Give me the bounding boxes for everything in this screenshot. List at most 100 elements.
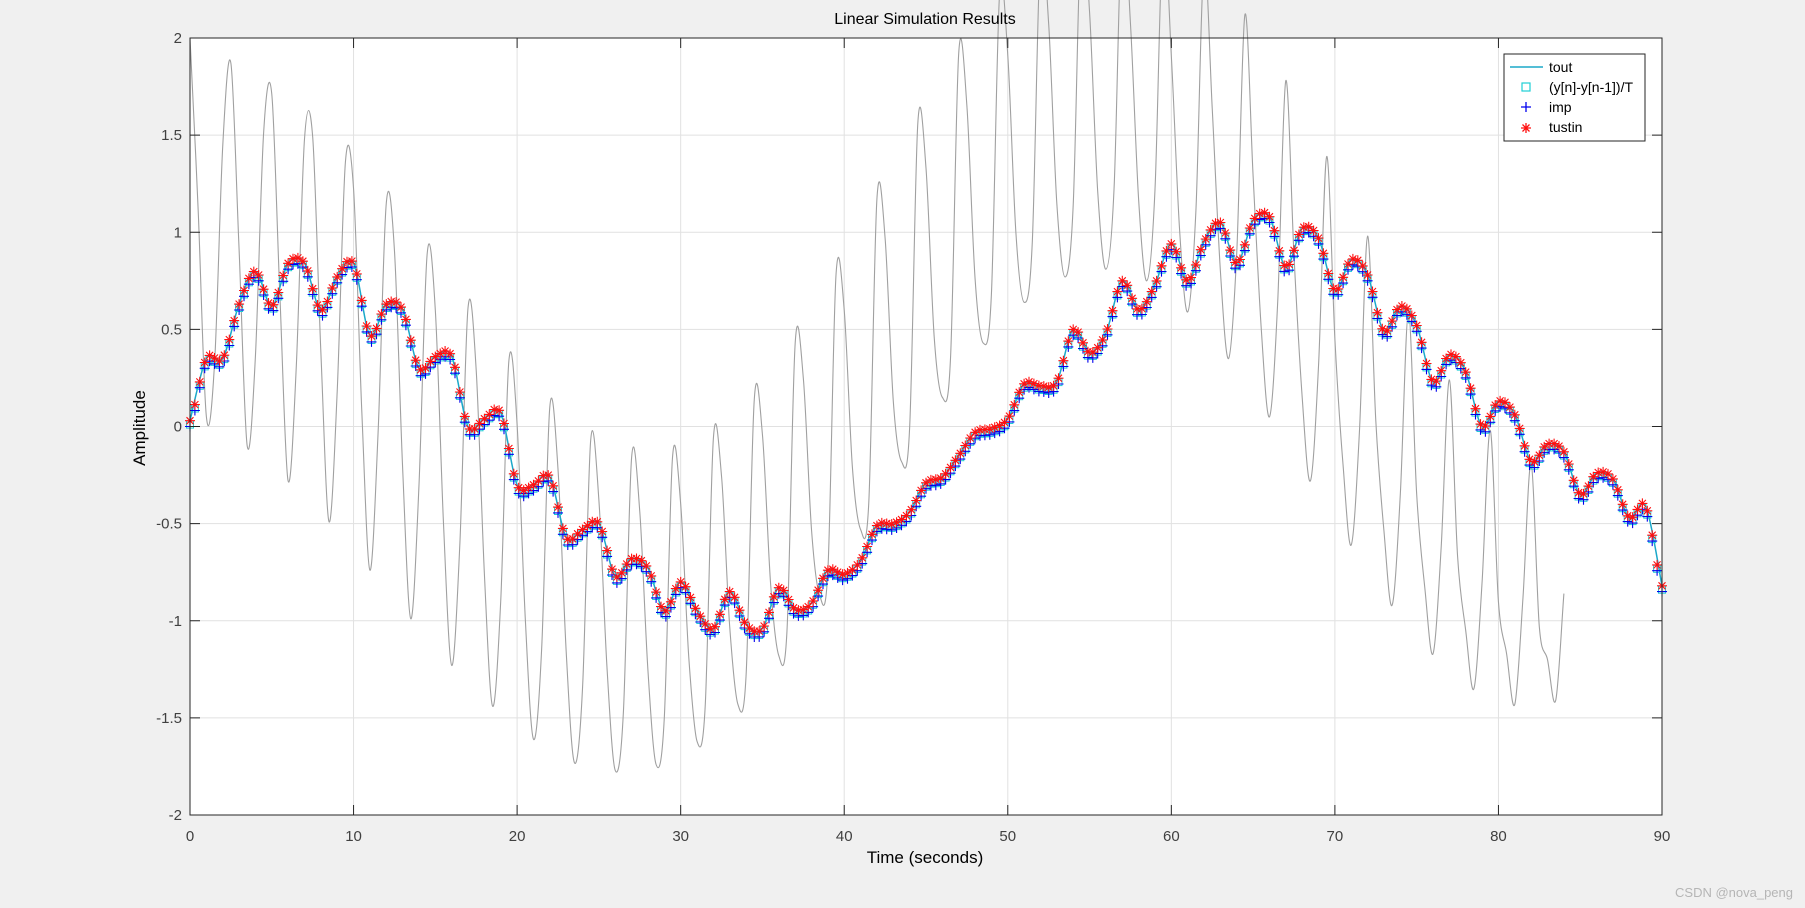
- marker-asterisk: [1612, 484, 1623, 495]
- marker-asterisk: [1264, 211, 1275, 222]
- marker-asterisk: [827, 564, 838, 575]
- marker-asterisk: [955, 448, 966, 459]
- marker-asterisk: [405, 335, 416, 346]
- marker-asterisk: [950, 455, 961, 466]
- y-tick-label: 1.5: [161, 127, 182, 144]
- marker-asterisk: [818, 573, 828, 584]
- marker-asterisk: [371, 323, 382, 334]
- marker-asterisk: [1019, 378, 1030, 389]
- marker-asterisk: [194, 376, 205, 387]
- marker-asterisk: [665, 596, 676, 607]
- marker-asterisk: [356, 295, 367, 306]
- series-layer: [185, 207, 1667, 642]
- marker-asterisk: [327, 282, 338, 293]
- marker-asterisk: [435, 348, 446, 359]
- marker-asterisk: [1190, 259, 1201, 270]
- marker-asterisk: [1450, 351, 1461, 362]
- legend-label-imp: imp: [1549, 99, 1572, 115]
- marker-asterisk: [901, 510, 912, 521]
- marker-asterisk: [528, 479, 539, 490]
- marker-asterisk: [1195, 244, 1206, 255]
- marker-asterisk: [489, 404, 500, 415]
- x-axis-label: Time (seconds): [867, 848, 984, 867]
- marker-asterisk: [1568, 475, 1579, 486]
- marker-asterisk: [1426, 374, 1437, 385]
- marker-asterisk: [646, 570, 657, 581]
- marker-asterisk: [1362, 270, 1373, 280]
- marker-asterisk: [705, 623, 716, 634]
- marker-asterisk: [1181, 274, 1192, 285]
- marker-asterisk: [499, 418, 509, 429]
- marker-asterisk: [656, 601, 666, 612]
- marker-asterisk: [312, 300, 323, 310]
- marker-asterisk: [1009, 399, 1020, 410]
- marker-asterisk: [1406, 310, 1417, 321]
- marker-asterisk: [1396, 301, 1407, 311]
- marker-asterisk: [204, 350, 215, 361]
- marker-asterisk: [1416, 337, 1427, 348]
- marker-asterisk: [857, 552, 868, 563]
- marker-asterisk: [1352, 255, 1363, 266]
- marker-asterisk: [714, 609, 725, 620]
- legend-asterisk-marker-icon: [1521, 123, 1531, 133]
- marker-asterisk: [1038, 381, 1049, 392]
- marker-asterisk: [518, 485, 529, 496]
- marker-asterisk: [1446, 349, 1456, 360]
- marker-asterisk: [1583, 481, 1594, 492]
- marker-asterisk: [1073, 327, 1084, 338]
- marker-asterisk: [1112, 286, 1123, 297]
- marker-asterisk: [607, 564, 617, 575]
- marker-asterisk: [783, 594, 794, 605]
- marker-asterisk: [710, 621, 720, 632]
- legend-label-tout: tout: [1549, 59, 1572, 75]
- axis-ticks: 0 10 20 30 40 50 60 70 80 90 -2 -1.5 -1 -0.5 0 0.5 1 1.5 2: [156, 30, 1670, 845]
- marker-asterisk: [582, 520, 593, 531]
- marker-asterisk: [1284, 259, 1295, 270]
- marker-asterisk: [597, 526, 608, 537]
- marker-asterisk: [1509, 409, 1520, 420]
- marker-asterisk: [685, 592, 696, 603]
- marker-asterisk: [1622, 510, 1633, 521]
- marker-asterisk: [1598, 466, 1609, 477]
- marker-asterisk: [871, 520, 882, 531]
- marker-asterisk: [386, 296, 397, 307]
- x-tick-label: 10: [345, 828, 362, 845]
- marker-asterisk: [1200, 234, 1211, 244]
- marker-asterisk: [1338, 272, 1349, 283]
- marker-asterisk: [1475, 419, 1486, 430]
- marker-asterisk: [1563, 459, 1574, 469]
- marker-asterisk: [847, 564, 858, 575]
- marker-asterisk: [916, 485, 927, 496]
- marker-asterisk: [1617, 499, 1628, 510]
- marker-asterisk: [425, 356, 436, 367]
- marker-asterisk: [420, 363, 431, 373]
- marker-asterisk: [1392, 304, 1402, 315]
- marker-asterisk: [1279, 260, 1290, 271]
- marker-asterisk: [224, 334, 235, 345]
- marker-asterisk: [415, 364, 426, 375]
- marker-asterisk: [1593, 467, 1604, 478]
- marker-asterisk: [1539, 441, 1550, 452]
- marker-asterisk: [366, 331, 377, 342]
- marker-asterisk: [886, 519, 897, 530]
- marker-asterisk: [1578, 488, 1589, 499]
- marker-asterisk: [808, 595, 819, 606]
- marker-asterisk: [764, 607, 774, 618]
- marker-asterisk: [1058, 355, 1069, 366]
- x-tick-label: 80: [1490, 828, 1507, 845]
- marker-asterisk: [921, 477, 931, 488]
- marker-asterisk: [288, 253, 298, 264]
- marker-asterisk: [430, 351, 441, 362]
- marker-asterisk: [592, 516, 603, 527]
- marker-asterisk: [268, 299, 279, 310]
- marker-asterisk: [253, 270, 264, 280]
- marker-asterisk: [1387, 316, 1398, 326]
- marker-asterisk: [278, 270, 289, 281]
- y-tick-label: -1: [169, 613, 182, 630]
- marker-asterisk: [283, 258, 294, 269]
- marker-asterisk: [1176, 262, 1187, 273]
- input-signal-layer: [189, 0, 1565, 773]
- marker-asterisk: [577, 524, 588, 535]
- marker-asterisk: [1239, 239, 1250, 250]
- marker-asterisk: [935, 473, 946, 484]
